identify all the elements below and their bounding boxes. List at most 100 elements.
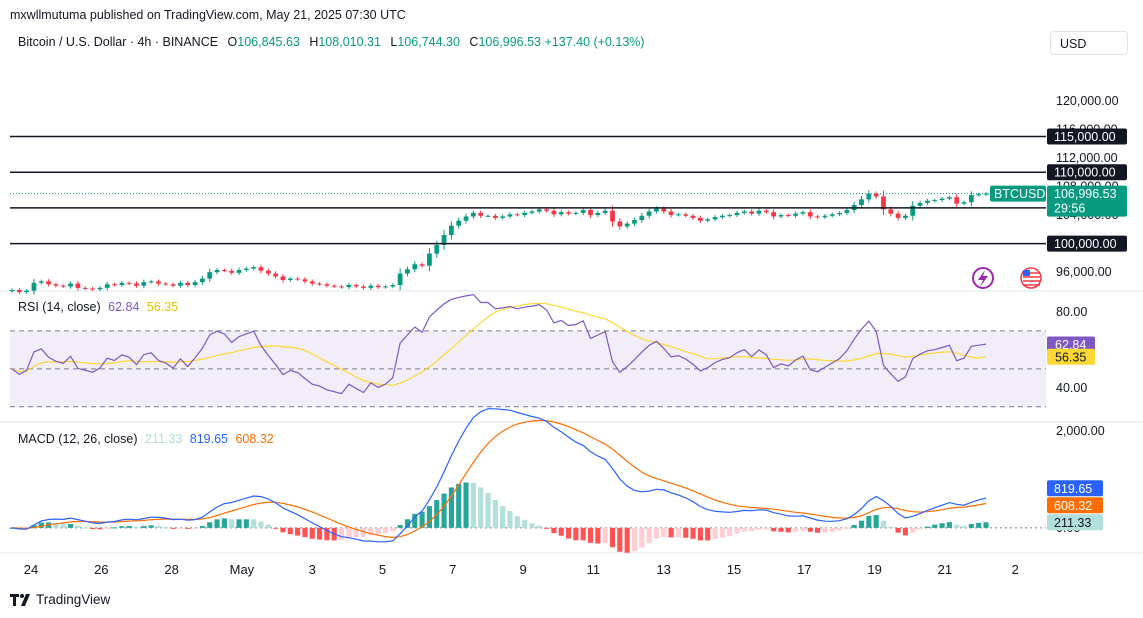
- candle: [295, 278, 300, 280]
- macd-histogram-bar: [295, 527, 301, 536]
- macd-histogram-bar: [522, 520, 528, 528]
- macd-histogram-bar: [961, 525, 967, 528]
- rsi-value: 62.84: [108, 300, 140, 314]
- macd-histogram-bar: [932, 524, 938, 528]
- candle: [844, 210, 850, 213]
- candle: [771, 212, 777, 217]
- candle: [60, 285, 66, 287]
- macd-line-tag: 819.65: [1054, 482, 1092, 496]
- flag-canton: [1023, 270, 1030, 276]
- candle: [522, 212, 528, 216]
- candle: [654, 208, 659, 212]
- time-tick-label: May: [230, 562, 255, 577]
- candle: [595, 212, 601, 216]
- candle: [712, 217, 718, 220]
- candle: [331, 285, 337, 287]
- candle: [390, 285, 396, 287]
- candle: [375, 285, 381, 288]
- candle: [200, 278, 205, 283]
- rsi-ma-tag-bg: [1047, 348, 1095, 365]
- macd-histogram-bar: [939, 523, 945, 528]
- level-label-bg: [1047, 164, 1127, 181]
- macd-histogram-bar: [390, 527, 396, 532]
- macd-histogram-bar: [382, 527, 389, 534]
- macd-histogram-bar: [221, 518, 227, 528]
- macd-histogram-bar: [873, 514, 879, 528]
- macd-histogram-bar: [492, 500, 498, 528]
- macd-histogram-bar: [683, 527, 689, 538]
- candle: [53, 284, 59, 286]
- level-label: 115,000.00: [1054, 130, 1116, 144]
- rsi-value-tag: 62.84: [1055, 338, 1086, 352]
- candle: [82, 287, 88, 289]
- macd-histogram-bar: [558, 527, 564, 536]
- candle: [148, 281, 154, 283]
- macd-histogram-bar: [309, 527, 315, 539]
- candle: [112, 284, 117, 286]
- candle: [397, 273, 403, 286]
- candle: [214, 270, 220, 273]
- price-tick-label: 120,000.00: [1056, 94, 1119, 108]
- macd-histogram-bar: [353, 527, 359, 538]
- bar-countdown: 29:56: [1054, 202, 1085, 216]
- candle: [646, 211, 652, 216]
- currency-button[interactable]: USD: [1050, 31, 1128, 55]
- macd-histogram-bar: [119, 526, 125, 528]
- macd-histogram-bar: [236, 519, 242, 528]
- candle: [456, 220, 462, 226]
- macd-histogram-bar: [976, 522, 982, 528]
- candle: [632, 220, 637, 224]
- macd-histogram-bar: [448, 487, 454, 528]
- time-tick-label: 19: [867, 562, 881, 577]
- candle: [441, 235, 447, 246]
- macd-histogram-bar: [214, 519, 220, 528]
- macd-histogram-bar: [243, 519, 249, 528]
- tradingview-logo[interactable]: TradingView: [10, 592, 110, 607]
- time-tick-label: 28: [164, 562, 178, 577]
- candle: [866, 193, 872, 200]
- candle: [734, 212, 740, 216]
- time-tick-label: 24: [24, 562, 38, 577]
- macd-histogram-bar: [756, 527, 762, 530]
- close-value: 106,996.53: [478, 35, 541, 49]
- candle: [463, 216, 469, 221]
- open-value: 106,845.63: [237, 35, 300, 49]
- macd-histogram-bar: [82, 527, 88, 529]
- lightning-icon: [972, 267, 994, 289]
- macd-signal-value: 608.32: [235, 432, 274, 446]
- candle: [727, 215, 733, 217]
- time-tick-label: 26: [94, 562, 108, 577]
- macd-histogram-bar: [866, 515, 872, 528]
- macd-histogram-bar: [514, 516, 520, 528]
- high-label: H: [309, 35, 319, 49]
- macd-histogram-bar: [163, 526, 169, 528]
- macd-histogram-bar: [946, 522, 952, 528]
- candle: [778, 215, 784, 217]
- macd-histogram-bar: [800, 527, 806, 531]
- macd-histogram-bar: [412, 513, 418, 528]
- macd-histogram-bar: [734, 527, 740, 534]
- macd-line-tag-bg: [1047, 480, 1103, 497]
- candle: [280, 276, 286, 281]
- time-tick-label: 15: [727, 562, 741, 577]
- candle: [624, 223, 630, 227]
- macd-histogram-bar: [258, 521, 264, 528]
- macd-histogram-bar: [793, 527, 799, 532]
- symbol-tag: BTCUSD: [994, 187, 1045, 201]
- candle: [419, 264, 425, 266]
- candle: [31, 282, 37, 291]
- candle: [529, 211, 535, 213]
- candle: [558, 212, 564, 215]
- candle: [178, 282, 183, 286]
- time-tick-label: 11: [587, 562, 601, 577]
- candle: [698, 217, 703, 221]
- time-tick-label: 3: [309, 562, 316, 577]
- candle: [361, 286, 366, 288]
- rsi-value-tag-bg: [1047, 336, 1095, 353]
- macd-histogram-bar: [324, 527, 330, 541]
- candle: [705, 219, 711, 221]
- macd-histogram-bar: [536, 525, 542, 528]
- candle: [690, 215, 696, 218]
- candle: [273, 273, 279, 277]
